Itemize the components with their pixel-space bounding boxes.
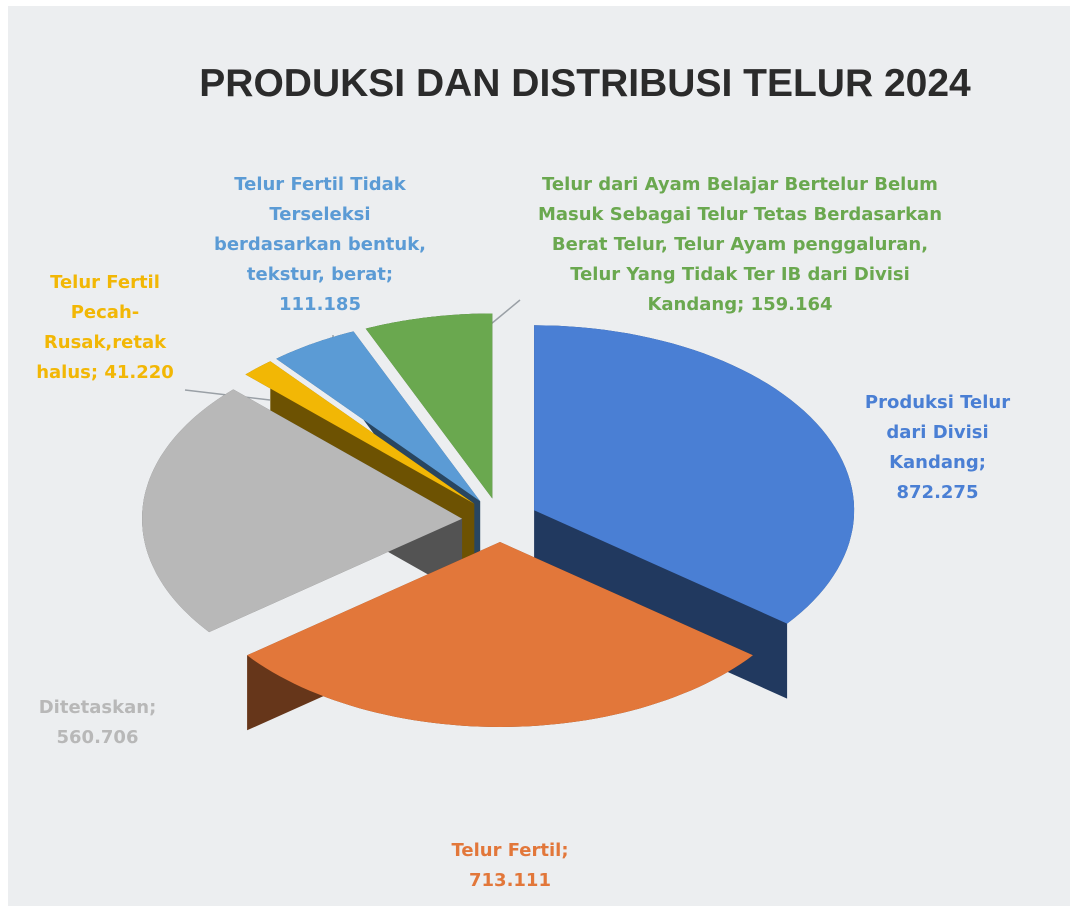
value-label: 713.111 [469, 870, 551, 891]
data-label: Telur Fertil; 713.111 [420, 836, 600, 896]
label-separator: ; [978, 452, 986, 473]
value-label: 41.220 [104, 362, 174, 383]
category-name: Telur Fertil Pecah-Rusak,retak halus [36, 272, 167, 383]
label-separator: ; [737, 294, 745, 315]
slice [365, 313, 493, 499]
data-label: Produksi Telur dari Divisi Kandang; 872.… [850, 388, 1025, 508]
label-separator: ; [385, 264, 394, 285]
category-name: Telur Fertil [451, 840, 562, 861]
value-label: 872.275 [896, 482, 979, 503]
label-separator: ; [561, 840, 569, 861]
category-name: Ditetaskan [38, 697, 150, 718]
chart-title: PRODUKSI DAN DISTRIBUSI TELUR 2024 [199, 62, 971, 105]
slice [245, 361, 475, 504]
data-label: Telur Fertil Pecah-Rusak,retak halus; 41… [15, 268, 195, 388]
category-name: Telur Fertil Tidak Terseleksi berdasarka… [213, 174, 427, 285]
slice [142, 389, 463, 633]
slice [247, 542, 753, 727]
category-name: Produksi Telur dari Divisi Kandang [864, 392, 1011, 473]
value-label: 159.164 [750, 294, 833, 315]
data-label: Telur dari Ayam Belajar Bertelur Belum M… [525, 170, 955, 320]
label-separator: ; [90, 362, 99, 383]
slice [534, 325, 855, 624]
value-label: 111.185 [279, 294, 361, 315]
label-separator: ; [149, 697, 157, 718]
category-name: Telur dari Ayam Belajar Bertelur Belum M… [537, 174, 943, 315]
slice [276, 331, 481, 502]
data-label: Telur Fertil Tidak Terseleksi berdasarka… [205, 170, 435, 320]
value-label: 560.706 [56, 727, 139, 748]
data-label: Ditetaskan; 560.706 [10, 693, 185, 753]
